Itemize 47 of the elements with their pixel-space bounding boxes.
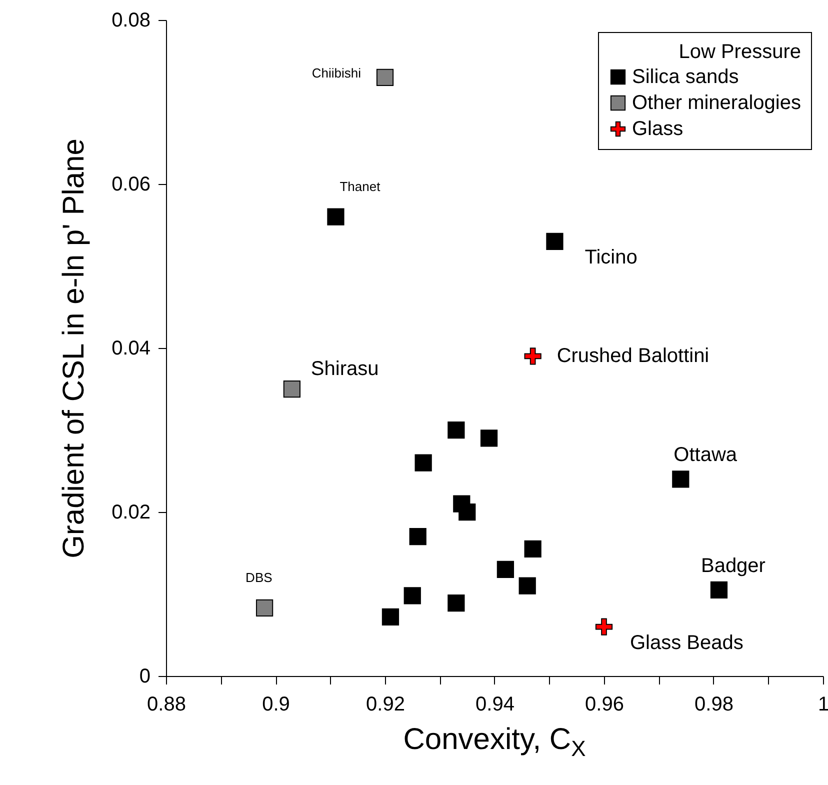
point [283, 380, 300, 398]
y-tick-label: 0.04 [112, 338, 150, 360]
point [256, 599, 274, 617]
y-tick-label: 0.08 [112, 10, 150, 32]
point [496, 560, 514, 578]
x-tick-label: 1 [818, 694, 828, 716]
annotation: Crushed Balottini [556, 345, 710, 368]
point [409, 528, 426, 546]
annotation: Ottawa [674, 444, 738, 466]
annotation: DBS [246, 570, 273, 585]
point [414, 454, 432, 472]
legend-title: Low Pressure [678, 41, 801, 63]
point [518, 577, 536, 594]
point [448, 421, 465, 439]
point [327, 208, 344, 226]
annotation: Glass Beads [630, 632, 744, 654]
point [524, 540, 542, 558]
x-axis-title: Convexity, C$_{X}$ [402, 722, 587, 763]
legend-label: Silica sands [632, 66, 739, 88]
x-tick-label: 0.9 [262, 694, 290, 716]
point [382, 608, 400, 626]
annotation: Thanet [340, 178, 381, 194]
point [595, 618, 613, 636]
x-tick-label: 0.96 [585, 694, 624, 716]
annotation: Badger [700, 554, 766, 577]
annotation: Shirasu [310, 358, 379, 380]
point [458, 503, 476, 521]
point [404, 587, 421, 604]
x-tick-label: 0.88 [147, 694, 186, 716]
point [546, 232, 564, 250]
point [448, 594, 465, 612]
y-tick-label: 0.06 [112, 174, 150, 196]
point [524, 348, 542, 365]
y-axis-title: Gradient of CSL in e-ln p' Plane [58, 138, 91, 558]
y-tick-label: 0 [139, 666, 150, 688]
point [480, 430, 498, 447]
x-tick-label: 0.92 [366, 694, 405, 716]
point [376, 68, 394, 86]
annotation: Ticino [584, 246, 638, 268]
x-tick-label: 0.98 [694, 694, 734, 716]
y-tick-label: 0.02 [112, 502, 150, 524]
point [672, 470, 690, 488]
legend-label: Glass [632, 118, 684, 140]
x-tick-label: 0.94 [476, 694, 514, 716]
legend-label: Other mineralogies [632, 92, 801, 114]
annotation: Chiibishi [312, 65, 362, 80]
point [710, 581, 728, 598]
